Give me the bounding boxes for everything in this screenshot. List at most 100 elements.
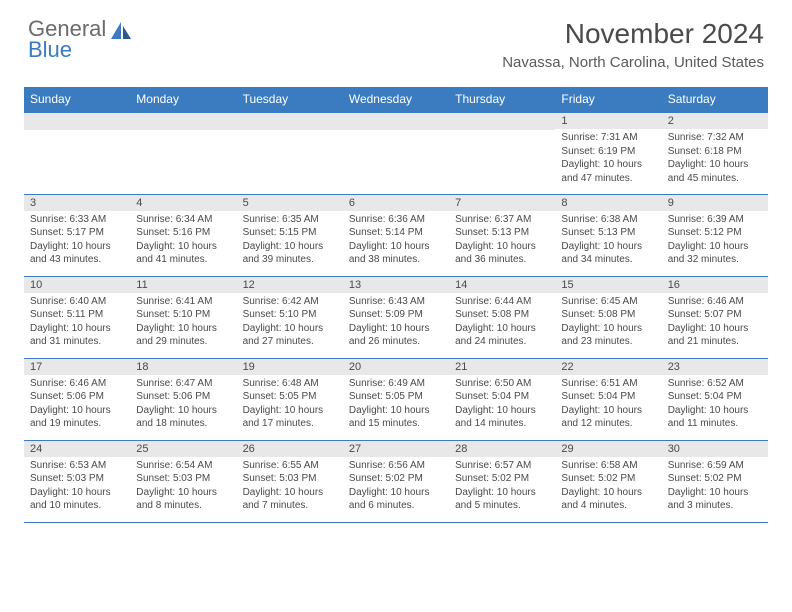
calendar-cell: 16Sunrise: 6:46 AMSunset: 5:07 PMDayligh… [662,276,768,358]
day-details: Sunrise: 6:54 AMSunset: 5:03 PMDaylight:… [130,457,236,517]
sunrise-text: Sunrise: 6:36 AM [349,213,443,227]
daylight-text: Daylight: 10 hours and 10 minutes. [30,486,124,513]
sunset-text: Sunset: 5:02 PM [668,472,762,486]
day-number: 12 [237,277,343,293]
day-number: 23 [662,359,768,375]
day-details: Sunrise: 6:44 AMSunset: 5:08 PMDaylight:… [449,293,555,353]
sunrise-text: Sunrise: 6:39 AM [668,213,762,227]
sunset-text: Sunset: 5:03 PM [136,472,230,486]
calendar-cell: 19Sunrise: 6:48 AMSunset: 5:05 PMDayligh… [237,358,343,440]
calendar-cell [343,112,449,194]
daylight-text: Daylight: 10 hours and 3 minutes. [668,486,762,513]
daylight-text: Daylight: 10 hours and 43 minutes. [30,240,124,267]
calendar-cell: 29Sunrise: 6:58 AMSunset: 5:02 PMDayligh… [555,440,661,522]
calendar-cell: 28Sunrise: 6:57 AMSunset: 5:02 PMDayligh… [449,440,555,522]
day-details: Sunrise: 6:57 AMSunset: 5:02 PMDaylight:… [449,457,555,517]
calendar-cell: 25Sunrise: 6:54 AMSunset: 5:03 PMDayligh… [130,440,236,522]
sunrise-text: Sunrise: 6:49 AM [349,377,443,391]
sunset-text: Sunset: 5:09 PM [349,308,443,322]
day-details: Sunrise: 6:48 AMSunset: 5:05 PMDaylight:… [237,375,343,435]
sunrise-text: Sunrise: 6:50 AM [455,377,549,391]
day-details: Sunrise: 6:33 AMSunset: 5:17 PMDaylight:… [24,211,130,271]
logo: General Blue [28,18,132,61]
sunrise-text: Sunrise: 6:43 AM [349,295,443,309]
day-number: 20 [343,359,449,375]
day-number: 18 [130,359,236,375]
day-number: 24 [24,441,130,457]
daylight-text: Daylight: 10 hours and 5 minutes. [455,486,549,513]
sunrise-text: Sunrise: 6:58 AM [561,459,655,473]
weekday-header: Tuesday [237,87,343,112]
calendar-cell: 18Sunrise: 6:47 AMSunset: 5:06 PMDayligh… [130,358,236,440]
calendar-cell: 20Sunrise: 6:49 AMSunset: 5:05 PMDayligh… [343,358,449,440]
sunset-text: Sunset: 5:06 PM [136,390,230,404]
daylight-text: Daylight: 10 hours and 27 minutes. [243,322,337,349]
day-details: Sunrise: 6:50 AMSunset: 5:04 PMDaylight:… [449,375,555,435]
calendar-body: 1Sunrise: 7:31 AMSunset: 6:19 PMDaylight… [24,112,768,522]
daylight-text: Daylight: 10 hours and 4 minutes. [561,486,655,513]
day-number: 25 [130,441,236,457]
daylight-text: Daylight: 10 hours and 36 minutes. [455,240,549,267]
day-number: 4 [130,195,236,211]
sunrise-text: Sunrise: 6:34 AM [136,213,230,227]
sunset-text: Sunset: 5:08 PM [561,308,655,322]
day-number: 13 [343,277,449,293]
day-number: 5 [237,195,343,211]
daylight-text: Daylight: 10 hours and 29 minutes. [136,322,230,349]
sail-icon [110,21,132,46]
day-details: Sunrise: 6:53 AMSunset: 5:03 PMDaylight:… [24,457,130,517]
calendar-cell: 13Sunrise: 6:43 AMSunset: 5:09 PMDayligh… [343,276,449,358]
day-number: 15 [555,277,661,293]
sunrise-text: Sunrise: 6:45 AM [561,295,655,309]
sunset-text: Sunset: 5:13 PM [455,226,549,240]
header: General Blue November 2024 Navassa, Nort… [0,0,792,77]
calendar-cell: 30Sunrise: 6:59 AMSunset: 5:02 PMDayligh… [662,440,768,522]
calendar-cell: 10Sunrise: 6:40 AMSunset: 5:11 PMDayligh… [24,276,130,358]
sunrise-text: Sunrise: 6:33 AM [30,213,124,227]
day-number: 14 [449,277,555,293]
daylight-text: Daylight: 10 hours and 11 minutes. [668,404,762,431]
sunset-text: Sunset: 5:06 PM [30,390,124,404]
sunset-text: Sunset: 5:07 PM [668,308,762,322]
sunrise-text: Sunrise: 6:46 AM [668,295,762,309]
sunset-text: Sunset: 5:13 PM [561,226,655,240]
day-details: Sunrise: 6:42 AMSunset: 5:10 PMDaylight:… [237,293,343,353]
sunrise-text: Sunrise: 7:32 AM [668,131,762,145]
sunset-text: Sunset: 5:05 PM [349,390,443,404]
calendar-cell: 1Sunrise: 7:31 AMSunset: 6:19 PMDaylight… [555,112,661,194]
calendar-cell: 3Sunrise: 6:33 AMSunset: 5:17 PMDaylight… [24,194,130,276]
sunset-text: Sunset: 5:11 PM [30,308,124,322]
daylight-text: Daylight: 10 hours and 14 minutes. [455,404,549,431]
daylight-text: Daylight: 10 hours and 23 minutes. [561,322,655,349]
sunrise-text: Sunrise: 6:59 AM [668,459,762,473]
day-number: 2 [662,113,768,129]
calendar-cell: 14Sunrise: 6:44 AMSunset: 5:08 PMDayligh… [449,276,555,358]
day-details: Sunrise: 6:51 AMSunset: 5:04 PMDaylight:… [555,375,661,435]
weekday-header: Monday [130,87,236,112]
day-details: Sunrise: 6:56 AMSunset: 5:02 PMDaylight:… [343,457,449,517]
day-number: 7 [449,195,555,211]
daylight-text: Daylight: 10 hours and 12 minutes. [561,404,655,431]
day-details: Sunrise: 6:52 AMSunset: 5:04 PMDaylight:… [662,375,768,435]
day-details: Sunrise: 6:35 AMSunset: 5:15 PMDaylight:… [237,211,343,271]
day-details: Sunrise: 6:41 AMSunset: 5:10 PMDaylight:… [130,293,236,353]
sunset-text: Sunset: 5:12 PM [668,226,762,240]
calendar-cell: 7Sunrise: 6:37 AMSunset: 5:13 PMDaylight… [449,194,555,276]
day-number: 11 [130,277,236,293]
day-number: 1 [555,113,661,129]
calendar-cell: 4Sunrise: 6:34 AMSunset: 5:16 PMDaylight… [130,194,236,276]
daylight-text: Daylight: 10 hours and 8 minutes. [136,486,230,513]
day-number: 9 [662,195,768,211]
weekday-header: Friday [555,87,661,112]
day-number: 3 [24,195,130,211]
sunset-text: Sunset: 5:04 PM [455,390,549,404]
sunrise-text: Sunrise: 6:42 AM [243,295,337,309]
calendar-cell: 8Sunrise: 6:38 AMSunset: 5:13 PMDaylight… [555,194,661,276]
day-details: Sunrise: 6:49 AMSunset: 5:05 PMDaylight:… [343,375,449,435]
sunset-text: Sunset: 5:16 PM [136,226,230,240]
calendar-cell: 12Sunrise: 6:42 AMSunset: 5:10 PMDayligh… [237,276,343,358]
day-details: Sunrise: 6:40 AMSunset: 5:11 PMDaylight:… [24,293,130,353]
day-details: Sunrise: 6:58 AMSunset: 5:02 PMDaylight:… [555,457,661,517]
sunrise-text: Sunrise: 6:46 AM [30,377,124,391]
sunrise-text: Sunrise: 6:47 AM [136,377,230,391]
